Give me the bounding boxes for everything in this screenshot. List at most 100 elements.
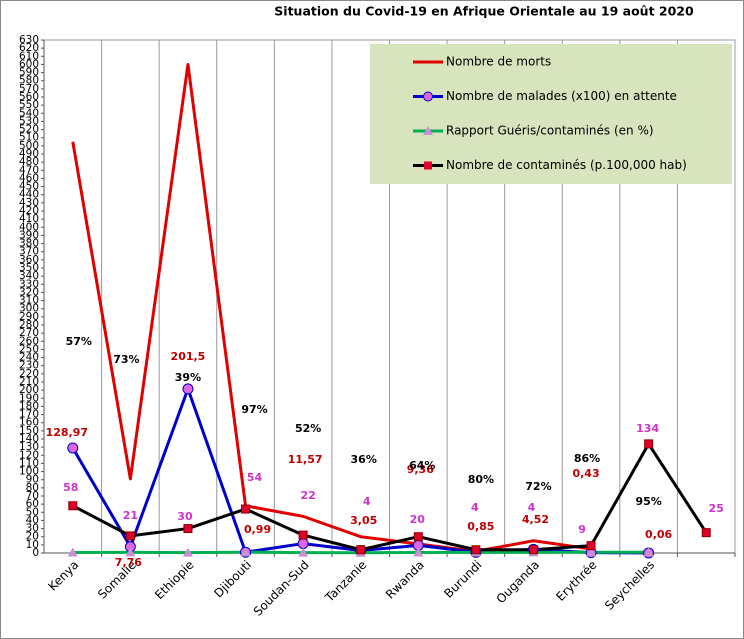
y-tick-label: 310 [19,295,39,307]
data-label: 25 [709,502,724,515]
y-tick-label: 270 [19,327,39,339]
y-tick-label: 520 [19,124,39,136]
data-label: 39% [175,371,201,384]
data-label: 64% [409,459,435,472]
data-label: 4 [471,501,479,514]
marker [183,524,193,534]
y-tick-label: 400 [19,221,39,233]
y-tick-label: 460 [19,172,39,184]
marker [241,504,251,514]
data-label: 52% [295,422,321,435]
y-tick-label: 330 [19,278,39,290]
marker [67,547,78,557]
y-tick-label: 530 [19,115,39,127]
series-line [71,62,592,553]
data-label: 21 [123,509,138,522]
data-label: 22 [300,489,315,502]
y-tick-label: 340 [19,270,39,282]
legend-marker [423,126,433,135]
y-tick-label: 170 [19,409,39,421]
marker [413,532,423,542]
y-tick-label: 100 [19,466,39,478]
data-label: 80% [468,473,494,486]
y-tick-label: 10 [26,539,39,551]
marker [413,547,424,557]
y-tick-label: 470 [19,164,39,176]
chart-title: Situation du Covid-19 en Afrique Orienta… [274,4,694,19]
y-tick-label: 130 [19,441,39,453]
y-tick-label: 60 [26,498,39,510]
data-label: 97% [241,403,267,416]
y-tick-label: 610 [19,50,39,62]
y-tick-label: 160 [19,417,39,429]
y-tick-label: 70 [26,490,39,502]
y-tick-label: 250 [19,343,39,355]
marker [528,545,538,555]
y-tick-label: 120 [19,449,39,461]
y-tick-label: 590 [19,67,39,79]
y-tick-label: 260 [19,335,39,347]
y-tick-label: 580 [19,75,39,87]
marker [298,530,308,540]
y-tick-label: 200 [19,384,39,396]
y-tick-label: 40 [26,514,39,526]
marker [586,541,596,551]
y-tick-label: 480 [19,156,39,168]
y-tick-label: 540 [19,107,39,119]
y-tick-label: 390 [19,229,39,241]
y-tick-label: 430 [19,197,39,209]
y-tick-label: 360 [19,254,39,266]
data-label: 0,99 [244,523,271,536]
legend-label: Rapport Guéris/contaminés (en %) [446,124,654,138]
y-tick-label: 150 [19,425,39,437]
marker [644,439,654,449]
marker [356,545,366,555]
data-label: 20 [410,513,426,526]
y-tick-label: 220 [19,368,39,380]
y-tick-label: 290 [19,311,39,323]
data-label: 7,76 [115,556,142,569]
data-label: 95% [635,495,661,508]
y-tick-label: 230 [19,360,39,372]
data-label: 30 [177,510,193,523]
y-tick-label: 440 [19,189,39,201]
y-tick-label: 550 [19,99,39,111]
data-label: 58 [63,481,78,494]
legend-marker [423,91,433,102]
marker [240,547,251,557]
data-label: 128,97 [46,426,88,439]
legend-label: Nombre de contaminés (p.100,000 hab) [446,158,687,172]
y-tick-label: 620 [19,42,39,54]
data-label: 73% [113,353,139,366]
legend-label: Nombre de malades (x100) en attente [446,89,677,103]
y-tick-label: 30 [26,523,39,535]
y-tick-label: 630 [19,34,39,46]
y-tick-label: 300 [19,303,39,315]
data-label: 4 [528,501,536,514]
marker [67,442,79,454]
y-tick-label: 380 [19,238,39,250]
data-label: 9,36 [407,463,434,476]
data-label: 57% [66,335,92,348]
y-tick-label: 500 [19,140,39,152]
data-label: 11,57 [288,453,323,466]
marker [586,547,597,557]
legend-label: Nombre de morts [446,55,551,69]
data-label: 9 [578,523,586,536]
y-tick-label: 0 [32,547,39,559]
y-tick-label: 180 [19,400,39,412]
y-tick-label: 420 [19,205,39,217]
y-tick-label: 510 [19,132,39,144]
y-tick-label: 370 [19,246,39,258]
data-label: 0,06 [645,528,672,541]
y-tick-label: 280 [19,319,39,331]
data-label: 201,5 [171,350,206,363]
marker [298,547,309,557]
y-tick-label: 560 [19,91,39,103]
y-tick-label: 410 [19,213,39,225]
marker [701,528,711,538]
marker [125,531,135,541]
data-label: 86% [574,452,600,465]
data-label: 4 [363,495,371,508]
marker [297,538,309,550]
